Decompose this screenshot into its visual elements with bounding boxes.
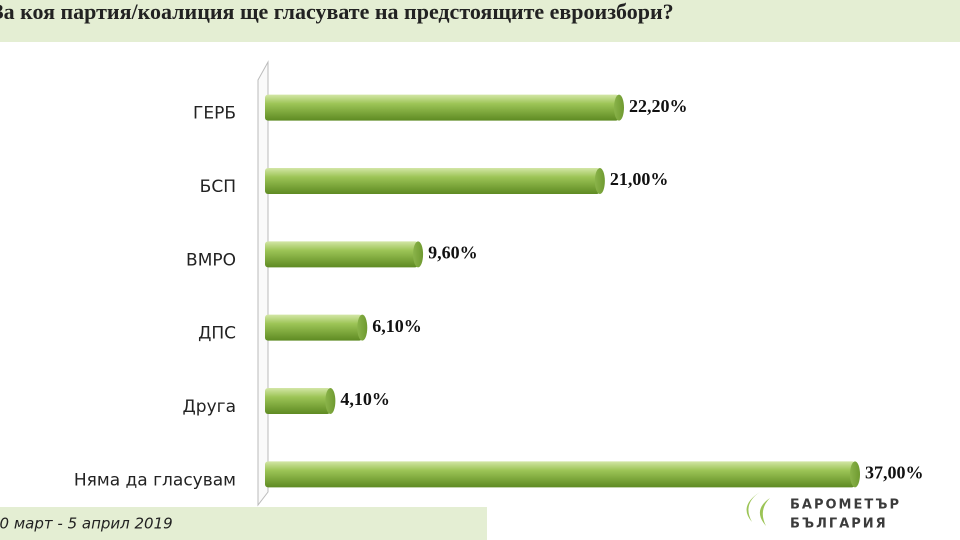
bar-cap [357, 314, 368, 341]
logo-text: БАРОМЕТЪР [790, 498, 901, 513]
bar [265, 94, 619, 121]
chart-title: За коя партия/коалиция ще гласувате на п… [0, 0, 674, 24]
y-tick-label: ДПС [198, 324, 236, 344]
y-tick-label: БСП [200, 177, 236, 197]
bar [265, 461, 855, 488]
value-label: 37,00% [865, 462, 924, 482]
logo-mark [746, 492, 770, 526]
y-tick-label: ГЕРБ [193, 104, 236, 124]
bar-cap [614, 94, 624, 121]
value-label: 6,10% [372, 316, 422, 336]
y-tick-label: Няма да гласувам [74, 470, 236, 490]
value-label: 4,10% [340, 389, 390, 409]
y-tick-label: ВМРО [186, 250, 236, 270]
bar [265, 314, 363, 341]
bar-cap [325, 388, 336, 414]
footer-date: 30 март - 5 април 2019 [0, 515, 173, 533]
value-label: 9,60% [428, 242, 478, 262]
y-tick-label: Друга [183, 397, 236, 417]
title-band [0, 0, 960, 42]
bar-cap [413, 241, 424, 268]
bar-cap [850, 461, 860, 488]
bar [265, 388, 331, 414]
logo: БАРОМЕТЪР БЪЛГАРИЯ [746, 492, 901, 532]
footer-band [0, 507, 487, 540]
axis-wall [257, 60, 269, 507]
bar [265, 168, 600, 194]
value-label: 22,20% [629, 96, 688, 116]
logo-text: БЪЛГАРИЯ [790, 517, 888, 532]
bar [265, 241, 419, 268]
bar-cap [594, 168, 605, 194]
value-label: 21,00% [610, 169, 669, 189]
